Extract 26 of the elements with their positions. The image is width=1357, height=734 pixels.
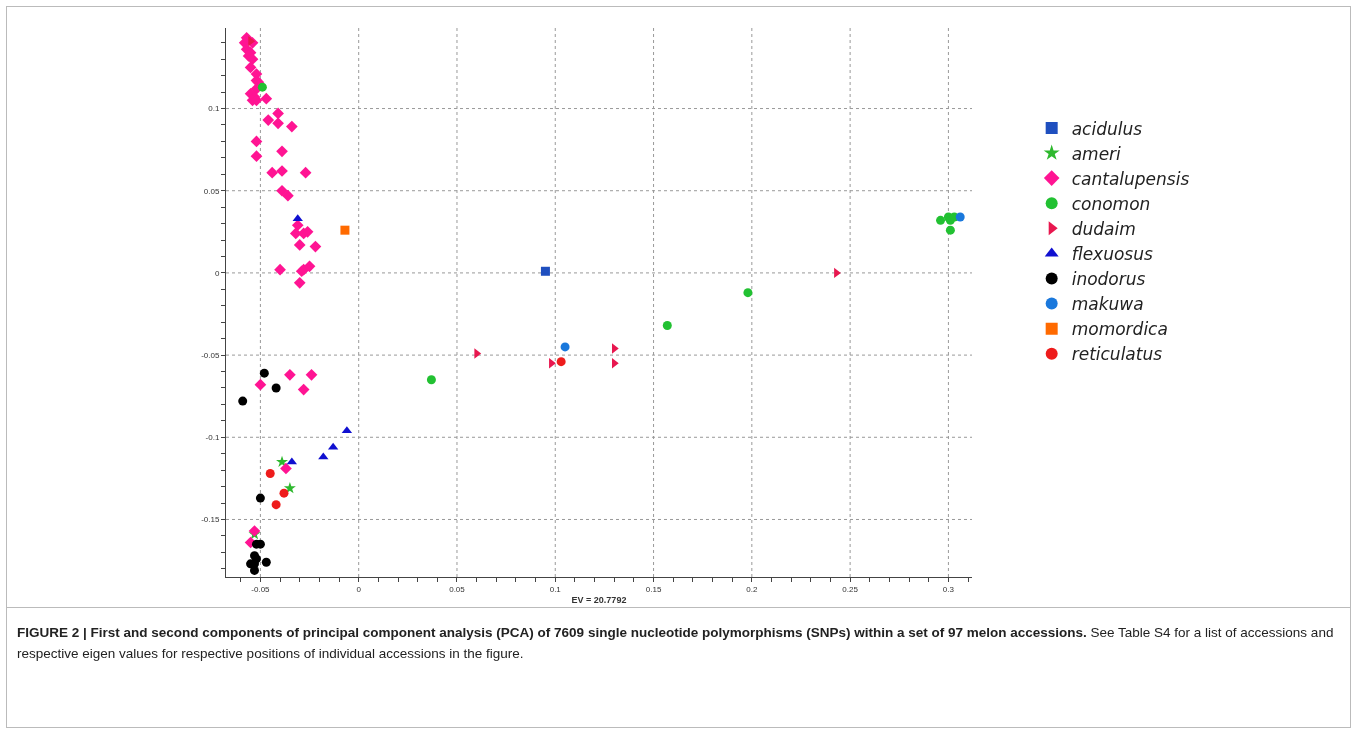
x-tick-label: 0.15 xyxy=(645,584,662,594)
y-tick-label: 0.05 xyxy=(203,186,220,196)
x-tick-label: 0.2 xyxy=(746,584,758,594)
x-tick-label: 0.3 xyxy=(942,584,955,594)
legend-label: dudaim xyxy=(1071,218,1136,239)
y-tick-label: 0 xyxy=(214,268,220,278)
legend-label: reticulatus xyxy=(1071,344,1163,365)
text: FIGURE 2 | First and second components of principal component analysis (PCA) of 7609 single nucleotide polymorphisms (SNPs) within a set of 97 melon accessions. xyxy=(17,625,1087,640)
y-tick-label: -0.05 xyxy=(201,350,220,360)
legend-label: cantalupensis xyxy=(1071,168,1190,189)
y-tick-label: -0.1 xyxy=(205,433,220,443)
x-axis-title: EV = 20.7792 xyxy=(571,595,627,606)
legend-label: ameri xyxy=(1071,143,1122,164)
x-tick-label: 0.1 xyxy=(549,584,562,594)
y-tick-label: 0.1 xyxy=(208,104,220,114)
x-tick-label: 0.05 xyxy=(449,584,466,594)
legend-label: acidulus xyxy=(1071,118,1143,139)
x-tick-label: 0.25 xyxy=(842,584,859,594)
x-tick-label: -0.05 xyxy=(251,584,271,594)
x-tick-label: 0 xyxy=(356,584,362,594)
legend-label: momordica xyxy=(1071,319,1168,340)
legend-label: flexuosus xyxy=(1071,244,1153,265)
legend-label: conomon xyxy=(1071,193,1151,214)
legend-label: makuwa xyxy=(1071,294,1144,315)
legend-label: inodorus xyxy=(1071,269,1146,290)
y-tick-label: -0.15 xyxy=(201,515,220,525)
